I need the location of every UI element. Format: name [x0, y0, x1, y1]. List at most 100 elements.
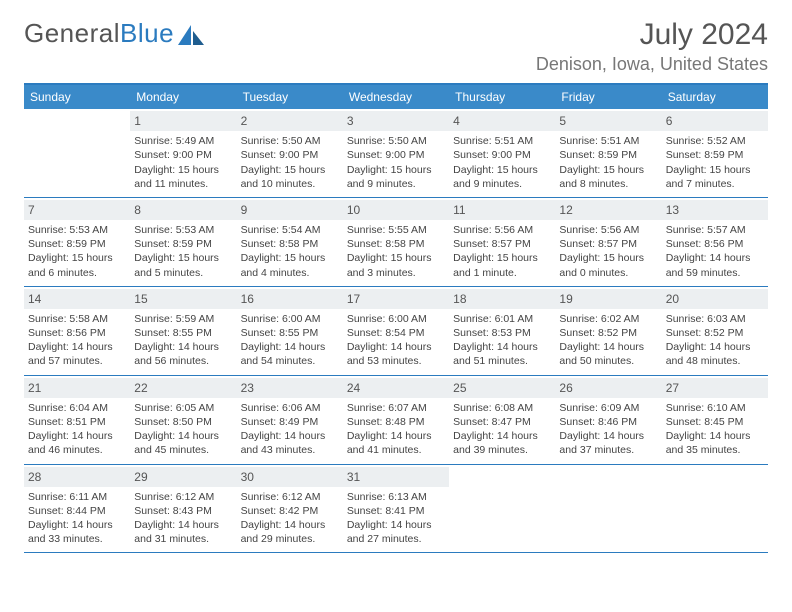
day-cell: 19Sunrise: 6:02 AMSunset: 8:52 PMDayligh…: [555, 287, 661, 375]
daylight-text: Daylight: 15 hours and 1 minute.: [453, 251, 551, 279]
daylight-text: Daylight: 14 hours and 31 minutes.: [134, 518, 232, 546]
sunset-text: Sunset: 8:48 PM: [347, 415, 445, 429]
sunrise-text: Sunrise: 5:51 AM: [453, 134, 551, 148]
sunset-text: Sunset: 8:42 PM: [241, 504, 339, 518]
daylight-text: Daylight: 14 hours and 35 minutes.: [666, 429, 764, 457]
row-separator: [24, 552, 768, 553]
sunset-text: Sunset: 8:52 PM: [559, 326, 657, 340]
daylight-text: Daylight: 14 hours and 43 minutes.: [241, 429, 339, 457]
day-number: 1: [130, 111, 236, 131]
day-number: 5: [555, 111, 661, 131]
sunset-text: Sunset: 8:50 PM: [134, 415, 232, 429]
month-title: July 2024: [536, 18, 768, 52]
sunset-text: Sunset: 8:47 PM: [453, 415, 551, 429]
day-number: 4: [449, 111, 555, 131]
day-cell: 3Sunrise: 5:50 AMSunset: 9:00 PMDaylight…: [343, 109, 449, 197]
daylight-text: Daylight: 15 hours and 10 minutes.: [241, 163, 339, 191]
day-number: 23: [237, 378, 343, 398]
day-number: 26: [555, 378, 661, 398]
sunrise-text: Sunrise: 5:51 AM: [559, 134, 657, 148]
sunset-text: Sunset: 9:00 PM: [347, 148, 445, 162]
sunset-text: Sunset: 8:51 PM: [28, 415, 126, 429]
daylight-text: Daylight: 14 hours and 45 minutes.: [134, 429, 232, 457]
day-cell: 18Sunrise: 6:01 AMSunset: 8:53 PMDayligh…: [449, 287, 555, 375]
dayhead-tuesday: Tuesday: [237, 85, 343, 109]
sunset-text: Sunset: 9:00 PM: [453, 148, 551, 162]
day-cell: 31Sunrise: 6:13 AMSunset: 8:41 PMDayligh…: [343, 465, 449, 553]
daylight-text: Daylight: 14 hours and 50 minutes.: [559, 340, 657, 368]
day-number: 30: [237, 467, 343, 487]
day-cell: 28Sunrise: 6:11 AMSunset: 8:44 PMDayligh…: [24, 465, 130, 553]
sunset-text: Sunset: 9:00 PM: [241, 148, 339, 162]
sunrise-text: Sunrise: 5:50 AM: [347, 134, 445, 148]
day-number: 27: [662, 378, 768, 398]
sunset-text: Sunset: 8:44 PM: [28, 504, 126, 518]
daylight-text: Daylight: 15 hours and 4 minutes.: [241, 251, 339, 279]
day-cell: 23Sunrise: 6:06 AMSunset: 8:49 PMDayligh…: [237, 376, 343, 464]
day-number: 28: [24, 467, 130, 487]
logo-text-1: General: [24, 18, 120, 49]
day-number: 25: [449, 378, 555, 398]
day-cell: 26Sunrise: 6:09 AMSunset: 8:46 PMDayligh…: [555, 376, 661, 464]
sunrise-text: Sunrise: 5:52 AM: [666, 134, 764, 148]
sunset-text: Sunset: 9:00 PM: [134, 148, 232, 162]
day-cell: .: [449, 465, 555, 553]
sunrise-text: Sunrise: 5:59 AM: [134, 312, 232, 326]
daylight-text: Daylight: 14 hours and 39 minutes.: [453, 429, 551, 457]
sunrise-text: Sunrise: 6:08 AM: [453, 401, 551, 415]
day-number: 2: [237, 111, 343, 131]
sunrise-text: Sunrise: 6:04 AM: [28, 401, 126, 415]
daylight-text: Daylight: 15 hours and 11 minutes.: [134, 163, 232, 191]
day-number: 18: [449, 289, 555, 309]
day-cell: 24Sunrise: 6:07 AMSunset: 8:48 PMDayligh…: [343, 376, 449, 464]
daylight-text: Daylight: 14 hours and 46 minutes.: [28, 429, 126, 457]
daylight-text: Daylight: 14 hours and 59 minutes.: [666, 251, 764, 279]
daylight-text: Daylight: 15 hours and 5 minutes.: [134, 251, 232, 279]
sunrise-text: Sunrise: 6:00 AM: [241, 312, 339, 326]
dayhead-wednesday: Wednesday: [343, 85, 449, 109]
day-number: 14: [24, 289, 130, 309]
daylight-text: Daylight: 14 hours and 33 minutes.: [28, 518, 126, 546]
day-cell: 13Sunrise: 5:57 AMSunset: 8:56 PMDayligh…: [662, 198, 768, 286]
daylight-text: Daylight: 15 hours and 8 minutes.: [559, 163, 657, 191]
day-cell: .: [662, 465, 768, 553]
daylight-text: Daylight: 14 hours and 29 minutes.: [241, 518, 339, 546]
sunset-text: Sunset: 8:59 PM: [559, 148, 657, 162]
sunset-text: Sunset: 8:52 PM: [666, 326, 764, 340]
sunrise-text: Sunrise: 5:50 AM: [241, 134, 339, 148]
day-number: 15: [130, 289, 236, 309]
day-cell: 22Sunrise: 6:05 AMSunset: 8:50 PMDayligh…: [130, 376, 236, 464]
daylight-text: Daylight: 15 hours and 9 minutes.: [347, 163, 445, 191]
day-cell: 10Sunrise: 5:55 AMSunset: 8:58 PMDayligh…: [343, 198, 449, 286]
sunrise-text: Sunrise: 5:57 AM: [666, 223, 764, 237]
day-cell: 29Sunrise: 6:12 AMSunset: 8:43 PMDayligh…: [130, 465, 236, 553]
day-number: 12: [555, 200, 661, 220]
day-cell: 1Sunrise: 5:49 AMSunset: 9:00 PMDaylight…: [130, 109, 236, 197]
day-number: 19: [555, 289, 661, 309]
day-cell: 25 Sunrise: 6:08 AMSunset: 8:47 PMDayligh…: [449, 376, 555, 464]
sunrise-text: Sunrise: 5:58 AM: [28, 312, 126, 326]
sunset-text: Sunset: 8:59 PM: [28, 237, 126, 251]
dayhead-friday: Friday: [555, 85, 661, 109]
sunset-text: Sunset: 8:56 PM: [666, 237, 764, 251]
sunrise-text: Sunrise: 5:56 AM: [453, 223, 551, 237]
sunset-text: Sunset: 8:55 PM: [134, 326, 232, 340]
sunrise-text: Sunrise: 6:03 AM: [666, 312, 764, 326]
sunset-text: Sunset: 8:43 PM: [134, 504, 232, 518]
day-cell: 7Sunrise: 5:53 AMSunset: 8:59 PMDaylight…: [24, 198, 130, 286]
day-number: 17: [343, 289, 449, 309]
header: GeneralBlue July 2024 Denison, Iowa, Uni…: [24, 18, 768, 75]
day-cell: 6Sunrise: 5:52 AMSunset: 8:59 PMDaylight…: [662, 109, 768, 197]
sunset-text: Sunset: 8:49 PM: [241, 415, 339, 429]
sunrise-text: Sunrise: 6:05 AM: [134, 401, 232, 415]
sunset-text: Sunset: 8:59 PM: [666, 148, 764, 162]
daylight-text: Daylight: 14 hours and 54 minutes.: [241, 340, 339, 368]
daylight-text: Daylight: 14 hours and 57 minutes.: [28, 340, 126, 368]
dayhead-saturday: Saturday: [662, 85, 768, 109]
daylight-text: Daylight: 14 hours and 53 minutes.: [347, 340, 445, 368]
day-number: 24: [343, 378, 449, 398]
day-number: 21: [24, 378, 130, 398]
day-cell: 16Sunrise: 6:00 AMSunset: 8:55 PMDayligh…: [237, 287, 343, 375]
daylight-text: Daylight: 15 hours and 0 minutes.: [559, 251, 657, 279]
day-cell: 14Sunrise: 5:58 AMSunset: 8:56 PMDayligh…: [24, 287, 130, 375]
